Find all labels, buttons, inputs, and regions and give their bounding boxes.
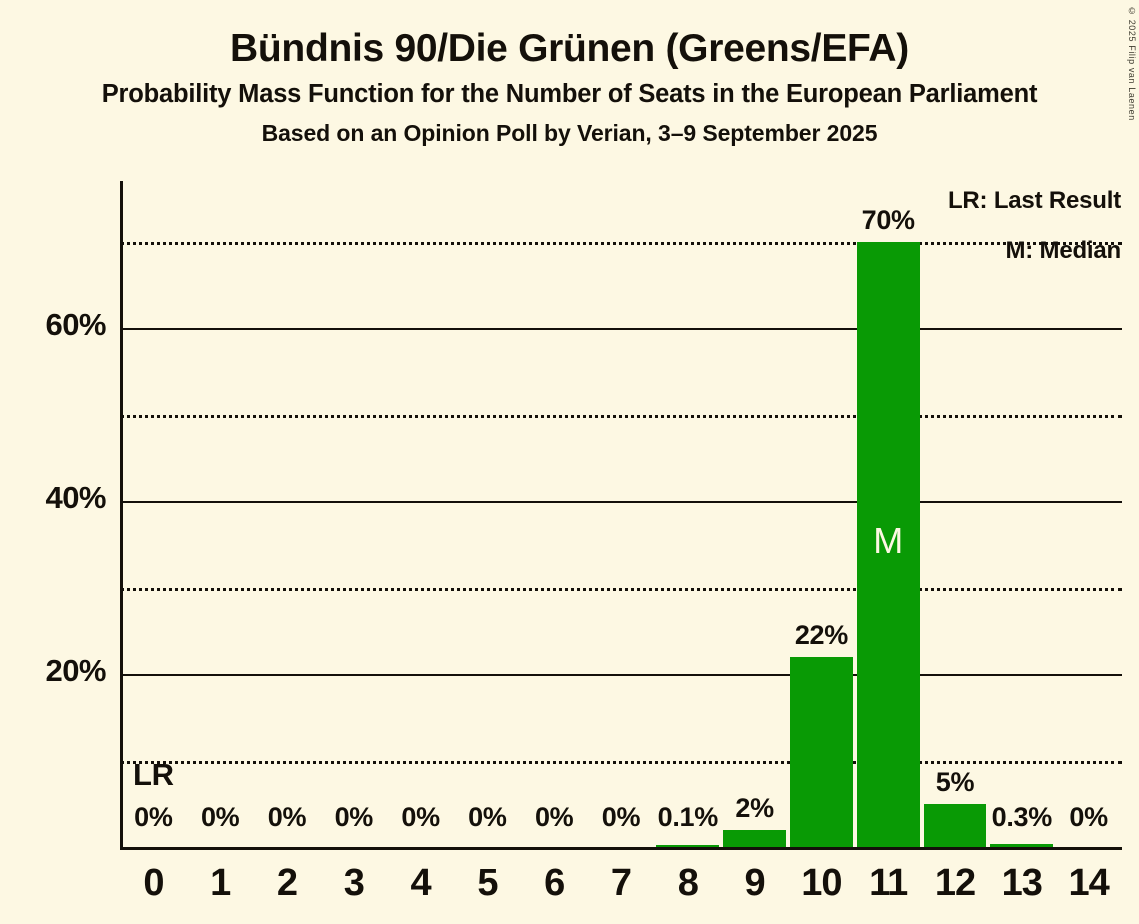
bar-slot: 0%	[187, 181, 254, 847]
x-axis-tick-label: 10	[801, 862, 842, 904]
bar[interactable]	[790, 656, 853, 847]
bar-value-label: 0%	[1069, 802, 1108, 832]
bar-value-label: 22%	[794, 619, 848, 650]
bar-slot: M 70%	[855, 181, 922, 847]
bar[interactable]	[856, 241, 920, 847]
x-axis-tick-label: 0	[143, 862, 164, 904]
bar-slot: 0%	[120, 181, 187, 847]
x-axis-tick-label: 6	[544, 862, 565, 904]
x-axis-tick-label: 1	[210, 862, 231, 904]
gridline-minor	[120, 414, 1122, 418]
bar-slot: 0%	[588, 181, 655, 847]
bar-value-label: 0%	[267, 802, 307, 832]
bar-slot: 0.3%	[988, 181, 1055, 847]
x-axis-tick-label: 5	[477, 862, 498, 904]
bar-slot: 2%	[721, 181, 788, 847]
y-axis-tick-label: 60%	[45, 307, 106, 343]
bar-value-label: 0.1%	[657, 802, 719, 832]
copyright-notice: © 2025 Filip van Laenen	[1127, 6, 1137, 121]
bar-value-label: 0%	[200, 802, 240, 832]
bar-value-label: 2%	[735, 792, 774, 823]
x-axis-tick-label: 7	[610, 862, 632, 904]
x-axis-tick-label: 4	[410, 862, 432, 904]
bar-slot: 0%	[387, 181, 454, 847]
x-axis-tick-label: 3	[343, 862, 365, 904]
gridline-major	[120, 674, 1122, 676]
bar-slot: 0%	[454, 181, 521, 847]
x-axis-tick-label: 12	[934, 862, 976, 904]
y-axis-line	[120, 181, 123, 847]
bar[interactable]	[990, 844, 1054, 847]
bar-value-label: 0.3%	[991, 802, 1053, 832]
x-axis-tick-label: 9	[744, 862, 766, 904]
chart-header: Bündnis 90/Die Grünen (Greens/EFA) Proba…	[0, 0, 1139, 148]
y-axis-tick-label: 20%	[45, 653, 106, 688]
bar-value-label: 0%	[601, 802, 641, 832]
bar-value-label: 0%	[534, 802, 574, 832]
bar-value-label: 0%	[334, 802, 374, 832]
bar-slot: 0%	[254, 181, 321, 847]
gridline-minor	[120, 760, 1122, 764]
gridline-minor	[120, 587, 1122, 591]
x-axis-tick-label: 14	[1068, 862, 1109, 904]
bar-value-label: 0%	[134, 802, 173, 832]
median-marker: M	[873, 520, 904, 562]
last-result-marker: LR	[133, 756, 174, 792]
bar-slot: 0%	[320, 181, 387, 847]
x-axis-line	[120, 847, 1122, 850]
bar-slot: 0.1%	[654, 181, 721, 847]
bar-value-label: 5%	[935, 766, 975, 797]
bar-slot: 0%	[1055, 181, 1122, 847]
y-axis-labels: 20% 40% 60%	[45, 181, 1122, 847]
bar[interactable]	[723, 829, 786, 847]
legend-item-last-result: LR: Last Result	[947, 187, 1121, 214]
y-axis-tick-label: 40%	[45, 480, 106, 516]
bar-slot: 5%	[922, 181, 989, 847]
x-axis-tick-label: 11	[869, 862, 908, 904]
x-axis-tick-label: 13	[1001, 862, 1043, 904]
chart-legend: LR: Last Result M: Median	[948, 185, 1121, 266]
bar-series: 0% 0% 0% 0% 0% 0% 0% 0% 0.1% 2% 22% M 70% 5% 0.3% 0%	[120, 181, 1122, 847]
x-axis-tick-label: 2	[276, 862, 298, 904]
chart-source-line: Based on an Opinion Poll by Verian, 3–9 …	[261, 120, 878, 146]
bar-value-label: 0%	[468, 802, 507, 832]
bar[interactable]	[656, 844, 720, 847]
bar-value-label: 0%	[401, 802, 440, 832]
bar-slot: 22%	[788, 181, 855, 847]
page-title: Bündnis 90/Die Grünen (Greens/EFA)	[230, 27, 909, 70]
bar[interactable]	[923, 803, 987, 847]
x-axis-tick-label: 8	[677, 862, 699, 904]
bar-value-label: 70%	[861, 204, 915, 235]
gridline-minor	[120, 241, 1122, 245]
legend-item-median: M: Median	[1005, 237, 1121, 264]
gridline-major	[120, 501, 1122, 504]
chart-plot-area: 20% 40% 60% 0% 0% 0% 0% 0% 0% 0% 0% 0.1% 2% 22% M 70% 5…	[45, 181, 1122, 850]
gridline-major	[120, 328, 1122, 331]
x-axis-labels: 0 1 2 3 4 5 6 7 8 9 10 11 12 13 14	[120, 862, 1122, 912]
chart-subtitle: Probability Mass Function for the Number…	[101, 80, 1038, 108]
bar-slot: 0%	[521, 181, 588, 847]
